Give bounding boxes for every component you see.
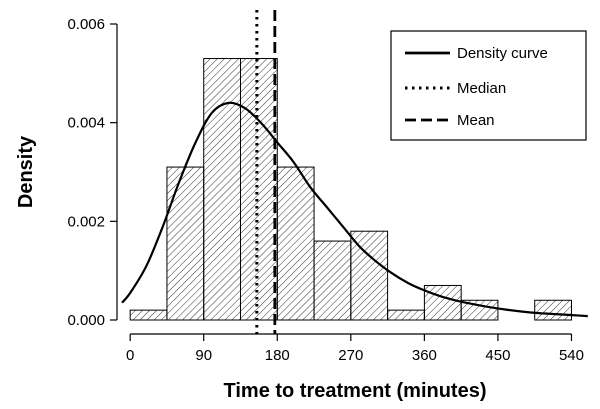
axes: 0 90 180 270 360 450 540 0.000 0.002 0.004 0.006 xyxy=(67,16,584,364)
histogram-bar xyxy=(166,166,205,321)
histogram-bar xyxy=(313,240,352,321)
histogram-bar xyxy=(203,58,241,321)
legend-box xyxy=(390,30,587,141)
legend-label-density-curve: Density curve xyxy=(457,45,548,62)
histogram-bar xyxy=(460,299,499,321)
x-tick-label: 360 xyxy=(412,347,437,364)
histogram-bar xyxy=(423,284,462,321)
y-axis-title: Density xyxy=(15,135,37,208)
x-tick-label: 90 xyxy=(195,347,212,364)
x-tick-label: 0 xyxy=(126,347,134,364)
x-tick-label: 450 xyxy=(485,347,510,364)
y-tick-label: 0.004 xyxy=(67,115,105,132)
histogram-bars xyxy=(129,58,572,321)
x-tick-label: 180 xyxy=(265,347,290,364)
histogram-bar xyxy=(240,58,278,321)
y-tick-label: 0.000 xyxy=(67,312,105,329)
reference-lines xyxy=(255,10,277,334)
legend: Density curve Median Mean xyxy=(390,30,587,141)
histogram-bar xyxy=(276,166,315,321)
histogram-bar xyxy=(387,309,425,321)
x-axis-title: Time to treatment (minutes) xyxy=(224,380,487,402)
x-tick-label: 270 xyxy=(338,347,363,364)
density-curve-layer xyxy=(121,101,588,318)
x-tick-label: 540 xyxy=(559,347,584,364)
legend-label-mean: Mean xyxy=(457,112,495,129)
histogram-bar xyxy=(350,230,389,321)
density-curve xyxy=(121,101,588,318)
histogram-bar xyxy=(534,299,572,321)
legend-label-median: Median xyxy=(457,80,506,97)
y-tick-label: 0.006 xyxy=(67,16,105,33)
y-tick-label: 0.002 xyxy=(67,213,105,230)
histogram-bar xyxy=(129,309,168,321)
